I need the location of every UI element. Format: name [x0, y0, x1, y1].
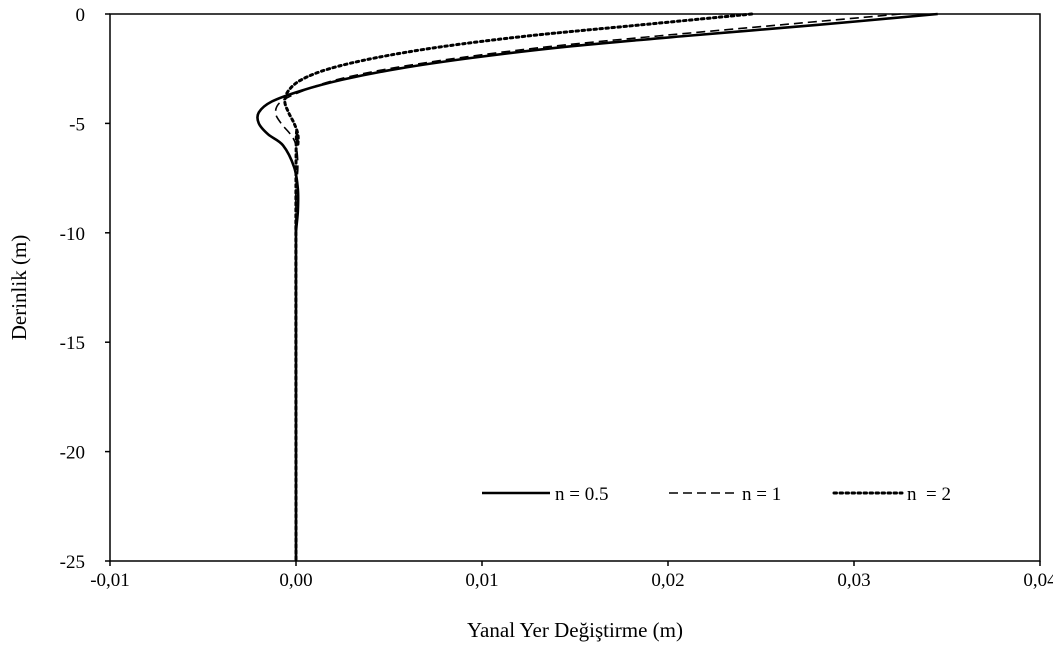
- x-axis-ticks: -0,01 0,00 0,01 0,02 0,03 0,04: [90, 561, 1053, 591]
- y-tick-label: -10: [60, 224, 85, 245]
- legend: n = 0.5 n = 1 n = 2: [482, 484, 951, 505]
- series-line-3: [283, 12, 754, 563]
- x-tick-label: 0,02: [651, 570, 684, 591]
- y-tick-label: -5: [69, 114, 85, 135]
- x-axis-title: Yanal Yer Değiştirme (m): [467, 618, 683, 642]
- series-lines: [256, 12, 938, 563]
- y-tick-label: -20: [60, 443, 85, 464]
- legend-label-1: n = 0.5: [555, 484, 608, 505]
- y-tick-label: -25: [60, 552, 85, 573]
- y-tick-label: 0: [76, 5, 86, 26]
- series-line-1: [256, 12, 938, 561]
- legend-label-2: n = 1: [742, 484, 781, 505]
- x-tick-label: 0,00: [279, 570, 312, 591]
- series-line-2: [274, 13, 901, 561]
- y-axis-title: Derinlik (m): [7, 235, 31, 341]
- x-tick-label: 0,03: [837, 570, 870, 591]
- legend-label-3: n = 2: [907, 484, 951, 505]
- y-tick-label: -15: [60, 333, 85, 354]
- y-axis-ticks: 0 -5 -10 -15 -20 -25: [60, 5, 110, 573]
- x-tick-label: 0,04: [1023, 570, 1053, 591]
- plot-area: [109, 13, 1041, 562]
- x-tick-label: 0,01: [465, 570, 498, 591]
- x-tick-label: -0,01: [90, 570, 130, 591]
